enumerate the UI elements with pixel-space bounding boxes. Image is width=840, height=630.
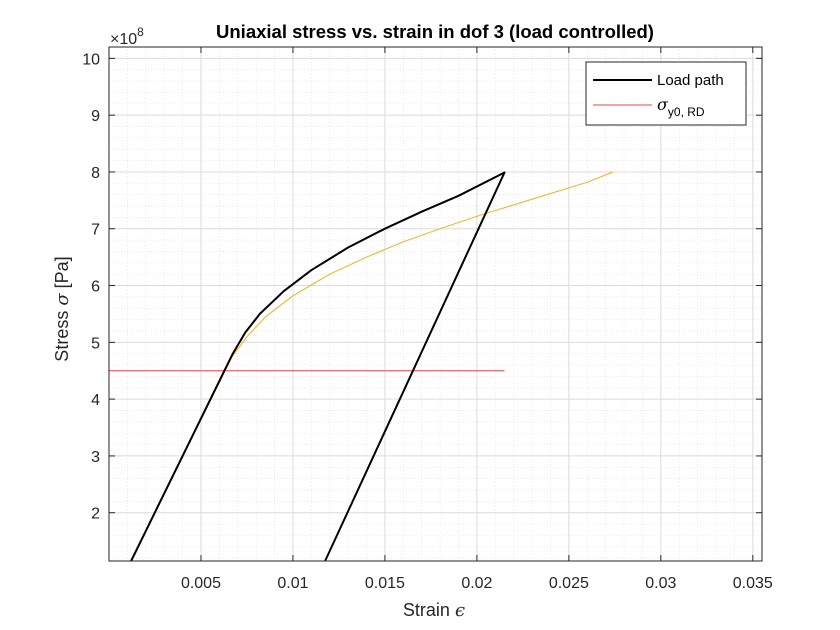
x-tick-label: 0.015 (365, 575, 405, 592)
y-tick-label: 3 (91, 449, 100, 466)
series-line-hardening-curve (130, 171, 614, 562)
series-lines (109, 171, 614, 562)
x-tick-label: 0.025 (549, 575, 589, 592)
y-tick-label: 4 (91, 392, 100, 409)
y-exponent-label: ×108 (110, 25, 144, 48)
ticks: 0.005 0.01 0.015 0.02 0.025 0.03 0.035 2 3 4 5 6 7 8 9… (82, 47, 773, 592)
x-axis-label: Strain ϵ (403, 600, 465, 621)
y-tick-label: 6 (91, 279, 100, 296)
grid (108, 46, 762, 561)
series-line-load-path (130, 171, 506, 562)
y-tick-label: 2 (91, 506, 100, 523)
legend-box (585, 61, 747, 126)
legend-label-load-path: Load path (657, 72, 724, 89)
y-tick-label: 9 (91, 108, 100, 125)
y-tick-label: 5 (91, 335, 100, 352)
chart-title: Uniaxial stress vs. strain in dof 3 (loa… (216, 21, 654, 42)
y-axis-label: Stress σ [Pa] (52, 256, 73, 361)
x-tick-label: 0.03 (645, 575, 676, 592)
x-tick-label: 0.035 (733, 575, 773, 592)
legend: Load path σy0, RD (585, 61, 747, 126)
y-tick-label: 7 (91, 222, 100, 239)
y-tick-label: 10 (82, 51, 100, 68)
plot-frame (108, 46, 763, 562)
x-tick-label: 0.01 (277, 575, 308, 592)
y-tick-label: 8 (91, 165, 100, 182)
x-tick-label: 0.005 (181, 575, 221, 592)
legend-label-yield-stress: σy0, RD (657, 95, 705, 119)
x-tick-label: 0.02 (461, 575, 492, 592)
